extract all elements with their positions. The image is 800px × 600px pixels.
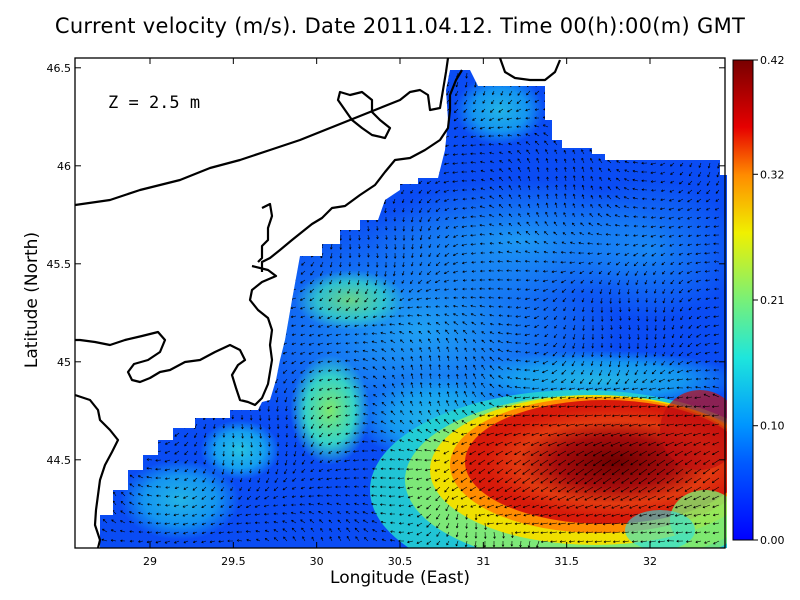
y-tick-label: 46 bbox=[57, 160, 71, 173]
colorbar-tick-label: 0.32 bbox=[760, 168, 785, 181]
y-tick-label: 45.5 bbox=[47, 258, 72, 271]
map-title: Current velocity (m/s). Date 2011.04.12.… bbox=[54, 14, 746, 38]
depth-label: Z = 2.5 m bbox=[108, 93, 200, 113]
x-tick-label: 31.5 bbox=[554, 555, 579, 568]
x-tick-label: 31 bbox=[476, 555, 490, 568]
colorbar-tick-label: 0.21 bbox=[760, 294, 785, 307]
colorbar-ticks: 0.00 0.10 0.21 0.32 0.42 bbox=[753, 54, 785, 547]
y-tick-label: 44.5 bbox=[47, 454, 72, 467]
colorbar bbox=[732, 59, 754, 541]
y-tick-label: 46.5 bbox=[47, 62, 72, 75]
x-tick-label: 32 bbox=[643, 555, 657, 568]
colorbar-tick-label: 0.10 bbox=[760, 420, 785, 433]
x-axis-label: Longitude (East) bbox=[330, 568, 470, 588]
x-tick-label: 29 bbox=[143, 555, 157, 568]
velocity-field bbox=[100, 70, 727, 548]
y-axis-ticks: 44.5 45 45.5 46 46.5 bbox=[47, 62, 725, 467]
y-tick-label: 45 bbox=[57, 356, 71, 369]
y-axis-label: Latitude (North) bbox=[22, 231, 42, 369]
x-axis-ticks: 29 29.5 30 30.5 31 31.5 32 bbox=[143, 58, 657, 568]
colorbar-tick-label: 0.00 bbox=[760, 534, 785, 547]
x-tick-label: 30 bbox=[310, 555, 324, 568]
x-tick-label: 30.5 bbox=[388, 555, 413, 568]
colorbar-tick-label: 0.42 bbox=[760, 54, 785, 67]
x-tick-label: 29.5 bbox=[221, 555, 246, 568]
coastline bbox=[75, 58, 562, 548]
